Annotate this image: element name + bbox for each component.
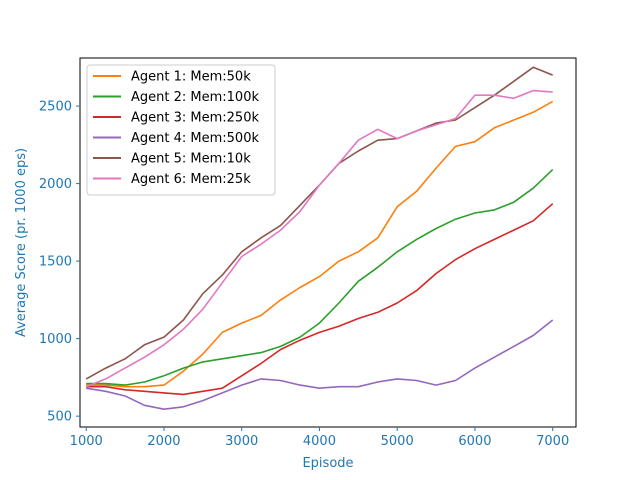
series-line-agent-6 <box>85 89 553 388</box>
x-axis-label: Episode <box>302 456 353 471</box>
y-tick-label: 500 <box>47 410 72 425</box>
series-line-agent-4 <box>86 319 554 411</box>
series-line-agent-1 <box>86 100 554 388</box>
series-lines <box>85 66 554 411</box>
x-tick-label: 7000 <box>536 434 569 449</box>
x-tick-label: 1000 <box>70 434 103 449</box>
y-axis-label: Average Score (pr. 1000 eps) <box>14 148 29 337</box>
plot-area-frame <box>79 57 577 428</box>
x-tick-label: 6000 <box>458 434 491 449</box>
x-tick-label: 5000 <box>381 434 414 449</box>
series-line-agent-3 <box>86 203 554 396</box>
x-tick-label: 2000 <box>147 434 180 449</box>
legend-label-agent-2: Agent 2: Mem:100k <box>131 90 259 105</box>
y-tick-label: 1000 <box>39 332 72 347</box>
series-line-agent-2 <box>86 169 554 386</box>
y-tick-label: 2500 <box>39 100 72 115</box>
x-axis-ticks: 1000 2000 3000 4000 5000 6000 7000 <box>70 427 569 449</box>
x-tick-label: 3000 <box>225 434 258 449</box>
legend-label-agent-3: Agent 3: Mem:250k <box>131 111 259 126</box>
x-tick-label: 4000 <box>303 434 336 449</box>
y-tick-label: 1500 <box>39 255 72 270</box>
y-axis-ticks: 500 1000 1500 2000 2500 <box>39 100 80 425</box>
legend-label-agent-4: Agent 4: Mem:500k <box>131 131 259 146</box>
legend: Agent 1: Mem:50k Agent 2: Mem:100k Agent 3… <box>86 64 276 196</box>
y-tick-label: 2000 <box>39 177 72 192</box>
legend-box <box>86 64 276 196</box>
legend-label-agent-5: Agent 5: Mem:10k <box>131 152 251 167</box>
legend-label-agent-6: Agent 6: Mem:25k <box>131 172 251 187</box>
legend-label-agent-1: Agent 1: Mem:50k <box>131 70 251 85</box>
